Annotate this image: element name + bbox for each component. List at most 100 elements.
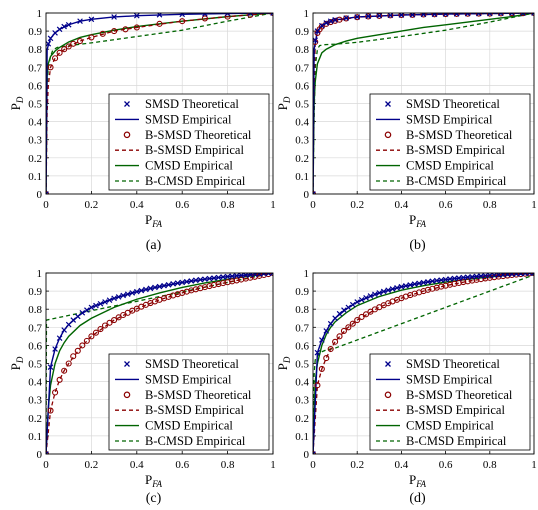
data-point-bsmsd-theoretical — [101, 322, 109, 329]
data-point-smsd-theoretical — [46, 191, 49, 194]
legend-swatch-smsd-theo — [124, 361, 130, 367]
data-point-smsd-theoretical — [77, 18, 83, 24]
data-point-smsd-theoretical — [327, 320, 334, 327]
legend-label: SMSD Theoretical — [406, 357, 500, 371]
data-point-smsd-theoretical — [517, 273, 524, 277]
data-point-smsd-theoretical — [97, 300, 104, 307]
data-point-bsmsd-theoretical — [79, 342, 86, 349]
data-point-smsd-theoretical — [211, 275, 217, 281]
x-tick-label: 0.2 — [350, 459, 364, 471]
legend-label: B-CMSD Empirical — [145, 434, 246, 448]
data-point-smsd-theoretical — [313, 191, 316, 194]
data-point-bsmsd-theoretical — [111, 317, 118, 324]
y-tick-label: 0.2 — [28, 413, 42, 425]
x-tick-label: 0.6 — [175, 199, 189, 211]
panel-caption: (d) — [409, 491, 426, 506]
x-axis-label: PFA — [409, 472, 427, 489]
data-point-smsd-theoretical — [161, 282, 167, 289]
data-point-smsd-theoretical — [447, 276, 453, 282]
x-axis-label-sub: FA — [151, 479, 162, 489]
data-point-smsd-theoretical — [202, 276, 208, 282]
y-tick-label: 0.4 — [295, 377, 309, 389]
data-point-bsmsd-theoretical — [398, 13, 405, 19]
legend-box — [108, 353, 270, 451]
data-point-bsmsd-theoretical — [65, 360, 72, 367]
data-point-bsmsd-theoretical — [70, 353, 77, 360]
data-point-smsd-theoretical — [478, 273, 484, 279]
data-point-bsmsd-theoretical — [431, 13, 438, 18]
data-point-smsd-theoretical — [372, 291, 378, 298]
data-point-smsd-theoretical — [215, 274, 222, 281]
data-point-smsd-theoretical — [313, 451, 316, 454]
y-tick-label: 0.6 — [295, 340, 309, 352]
x-tick-label: 0.8 — [483, 459, 497, 471]
legend-box — [108, 93, 270, 191]
data-point-smsd-theoretical — [343, 15, 349, 21]
y-tick-label: 0.3 — [295, 135, 309, 147]
data-point-smsd-theoretical — [332, 315, 338, 322]
legend-swatch-smsd-theo — [385, 361, 391, 367]
y-tick-label: 0 — [304, 449, 310, 461]
data-point-smsd-theoretical — [433, 277, 440, 284]
x-tick-label: 0.6 — [175, 459, 189, 471]
y-tick-label: 0.7 — [295, 62, 309, 74]
data-point-smsd-theoretical — [323, 328, 330, 334]
data-point-smsd-theoretical — [61, 327, 67, 333]
x-tick-label: 1 — [531, 199, 537, 211]
data-point-smsd-theoretical — [179, 13, 186, 18]
data-point-smsd-theoretical — [376, 290, 383, 296]
data-point-smsd-theoretical — [438, 277, 445, 283]
data-point-bsmsd-theoretical — [349, 320, 356, 327]
y-tick-label: 0.9 — [28, 26, 42, 38]
data-point-smsd-theoretical — [402, 283, 409, 289]
data-point-bsmsd-theoretical — [486, 13, 493, 17]
data-point-smsd-theoretical — [420, 279, 427, 286]
data-point-smsd-theoretical — [482, 273, 489, 279]
data-point-smsd-theoretical — [52, 346, 58, 352]
data-point-bsmsd-theoretical — [201, 15, 208, 22]
data-point-bsmsd-theoretical — [340, 327, 347, 334]
y-tick-label: 0 — [304, 189, 310, 201]
y-axis-label-sub: D — [15, 96, 25, 104]
y-tick-label: 0.3 — [295, 395, 309, 407]
legend-swatch-bsmsd-theo — [123, 391, 131, 399]
y-tick-label: 0.1 — [28, 431, 42, 443]
y-tick-label: 0.5 — [28, 99, 42, 111]
legend-box — [369, 353, 531, 451]
y-tick-label: 1 — [304, 268, 310, 280]
data-point-smsd-theoretical — [270, 273, 273, 276]
data-point-smsd-theoretical — [106, 297, 113, 303]
data-point-smsd-theoretical — [380, 288, 387, 295]
data-point-smsd-theoretical — [170, 281, 176, 287]
data-point-bsmsd-theoretical — [343, 15, 350, 22]
data-point-bsmsd-theoretical — [122, 26, 129, 33]
y-axis-label: PD — [275, 96, 292, 110]
data-point-smsd-theoretical — [460, 274, 467, 281]
data-point-bsmsd-theoretical — [387, 13, 394, 19]
data-point-smsd-theoretical — [56, 26, 63, 33]
x-tick-label: 0 — [43, 199, 49, 211]
data-point-bsmsd-theoretical — [409, 13, 416, 18]
data-point-bsmsd-theoretical — [65, 43, 72, 50]
data-point-smsd-theoretical — [354, 14, 361, 20]
data-point-smsd-theoretical — [224, 13, 231, 17]
y-tick-label: 0.7 — [28, 62, 42, 74]
data-point-smsd-theoretical — [354, 299, 361, 305]
data-point-bsmsd-theoretical — [354, 317, 361, 324]
legend-label: B-SMSD Theoretical — [145, 128, 252, 142]
y-tick-label: 0.7 — [295, 322, 309, 334]
data-point-bsmsd-theoretical — [522, 273, 529, 277]
data-point-smsd-theoretical — [469, 273, 475, 280]
data-point-smsd-theoretical — [363, 294, 369, 301]
data-point-bsmsd-theoretical — [345, 324, 352, 331]
y-axis-label-main: P — [275, 363, 290, 370]
y-axis-label-main: P — [8, 363, 23, 370]
y-tick-label: 0.5 — [295, 359, 309, 371]
y-tick-label: 0.9 — [295, 26, 309, 38]
data-point-smsd-theoretical — [256, 273, 263, 277]
data-point-smsd-theoretical — [314, 349, 321, 356]
y-tick-label: 0.4 — [28, 117, 42, 129]
data-point-smsd-theoretical — [133, 288, 140, 295]
